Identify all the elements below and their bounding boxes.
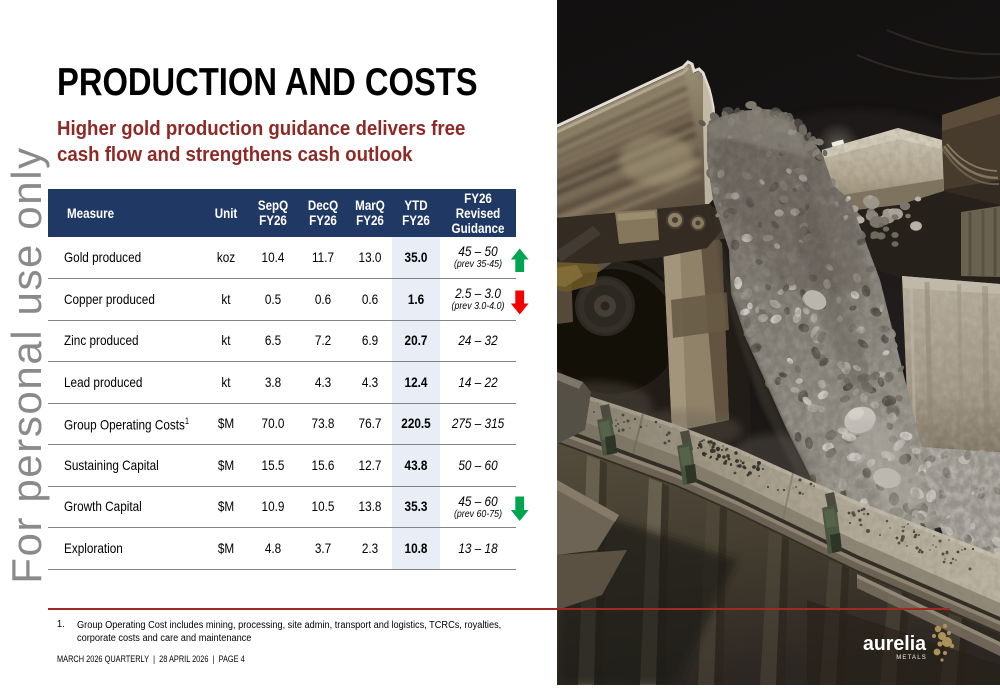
svg-text:METALS: METALS bbox=[896, 655, 927, 661]
svg-text:aurelia: aurelia bbox=[863, 633, 927, 655]
